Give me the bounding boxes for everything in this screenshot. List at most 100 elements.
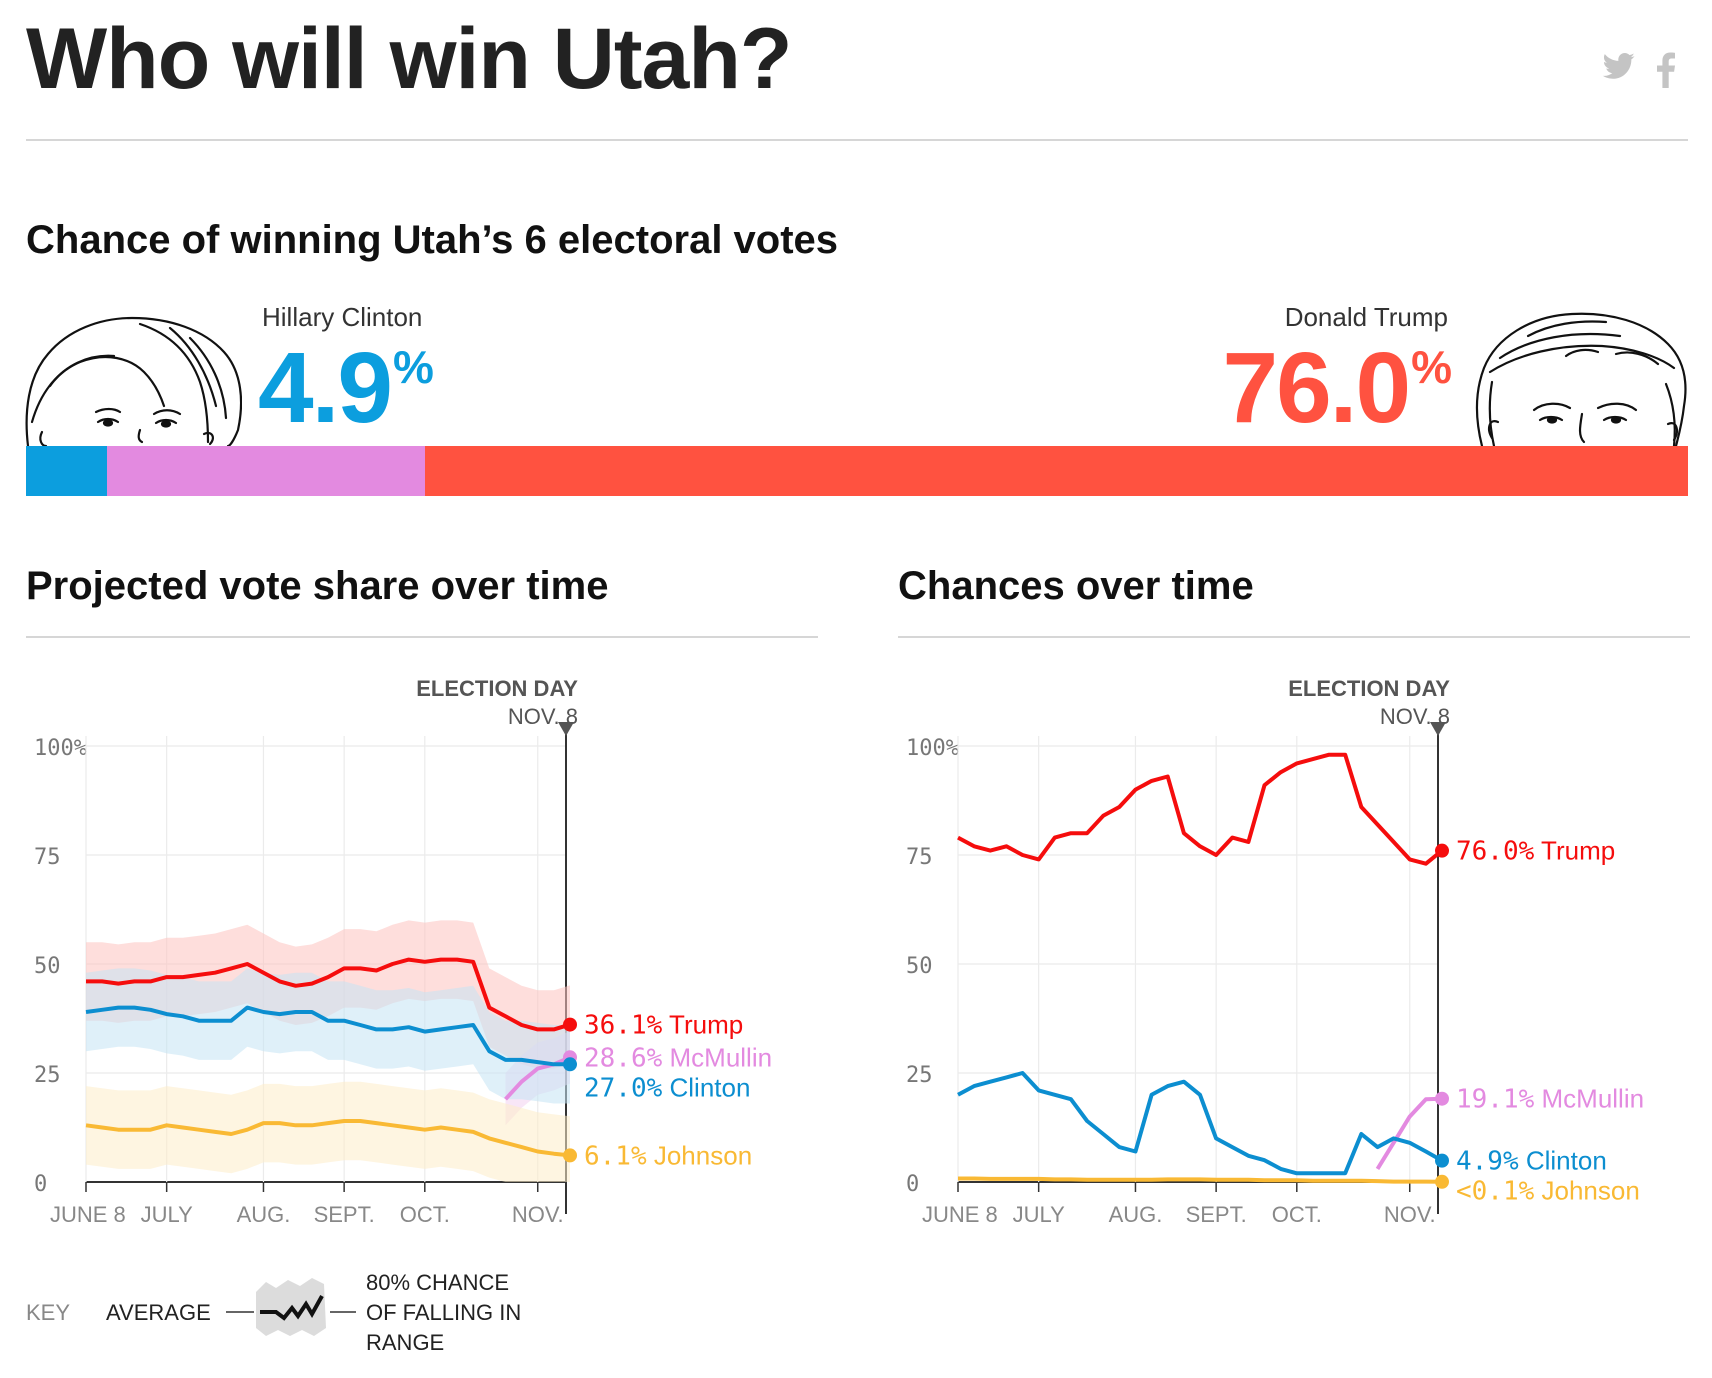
x-tick-label: SEPT. <box>1186 1202 1247 1227</box>
end-label-value: 6.1% <box>584 1141 647 1171</box>
key-range-line-3: RANGE <box>366 1330 445 1355</box>
line-clinton <box>85 1005 570 1067</box>
key-range-line-1: 80% CHANCE <box>366 1270 510 1295</box>
chance-bar <box>26 446 1688 496</box>
election-day-label: ELECTION DAY <box>1288 676 1450 701</box>
end-label-value: 36.1% <box>584 1011 663 1041</box>
end-dot-trump <box>563 1017 577 1032</box>
x-tick-label: JULY <box>1013 1202 1065 1227</box>
end-label-name: Trump <box>662 1010 743 1040</box>
end-label-clinton: 4.9% Clinton <box>1456 1146 1607 1177</box>
x-tick-label: JUNE 8 <box>922 1202 998 1227</box>
line-clinton <box>957 1071 1443 1176</box>
end-label-name: Johnson <box>647 1140 753 1170</box>
end-label-name: Clinton <box>662 1072 750 1102</box>
x-tick-label: JUNE 8 <box>50 1202 126 1227</box>
chance-title: Chance of winning Utah’s 6 electoral vot… <box>26 218 839 262</box>
x-tick-label: AUG. <box>237 1202 291 1227</box>
end-label-value: <0.1% <box>1456 1177 1535 1207</box>
end-label-name: Clinton <box>1519 1146 1607 1176</box>
chances-divider <box>898 636 1690 638</box>
end-label-name: Trump <box>1534 836 1615 866</box>
line-johnson <box>958 1176 1443 1184</box>
key-range-line-2: OF FALLING IN <box>366 1300 522 1325</box>
y-tick-label: 75 <box>906 845 933 870</box>
y-tick-label: 50 <box>34 954 61 979</box>
key-label: KEY <box>26 1300 71 1325</box>
chance-bar-segment-mcmullin <box>107 446 425 496</box>
facebook-icon <box>1657 52 1675 88</box>
end-label-value: 76.0% <box>1456 837 1535 867</box>
x-tick-label: AUG. <box>1109 1202 1163 1227</box>
clinton-portrait <box>25 316 242 448</box>
share-twitter-button[interactable] <box>1602 52 1636 82</box>
end-label-value: 19.1% <box>1456 1085 1535 1115</box>
end-label-value: 28.6% <box>584 1043 663 1073</box>
y-tick-label: 100% <box>906 736 959 761</box>
chance-bar-segment-clinton <box>26 446 108 496</box>
chances-title: Chances over time <box>898 564 1254 608</box>
y-tick-label: 25 <box>906 1063 933 1088</box>
line-trump <box>86 957 571 1032</box>
y-tick-label: 100% <box>34 736 87 761</box>
x-tick-label: OCT. <box>1272 1202 1322 1227</box>
end-label-name: McMullin <box>1534 1084 1644 1114</box>
clinton-name: Hillary Clinton <box>262 302 423 332</box>
end-dot-trump <box>1435 843 1449 858</box>
end-label-trump: 76.0% Trump <box>1456 836 1615 867</box>
end-label-trump: 36.1% Trump <box>584 1010 743 1041</box>
trump-name: Donald Trump <box>1284 302 1448 332</box>
line-mcmullin <box>504 1055 571 1101</box>
clinton-chance-unit: % <box>393 341 434 393</box>
election-day-arrow <box>1430 722 1446 736</box>
end-label-clinton: 27.0% Clinton <box>584 1072 750 1103</box>
election-day-date: NOV. 8 <box>1380 704 1450 729</box>
x-tick-label: NOV. <box>1384 1202 1436 1227</box>
share-facebook-button[interactable] <box>1656 52 1676 88</box>
y-tick-label: 50 <box>906 954 933 979</box>
x-tick-label: SEPT. <box>314 1202 375 1227</box>
x-tick-label: JULY <box>141 1202 193 1227</box>
y-tick-label: 0 <box>906 1172 919 1197</box>
end-label-value: 27.0% <box>584 1073 663 1103</box>
y-tick-label: 75 <box>34 845 61 870</box>
end-label-name: Johnson <box>1534 1176 1640 1206</box>
y-tick-label: 0 <box>34 1172 47 1197</box>
vote-share-divider <box>26 636 818 638</box>
trump-portrait <box>1475 312 1687 448</box>
clinton-chance: 4.9% <box>258 338 434 438</box>
election-day-date: NOV. 8 <box>508 704 578 729</box>
key-swatch <box>226 1278 356 1336</box>
end-label-value: 4.9% <box>1456 1147 1519 1177</box>
chance-bar-segment-trump <box>424 446 1688 496</box>
end-label-johnson: 6.1% Johnson <box>584 1140 752 1171</box>
y-tick-label: 25 <box>34 1063 61 1088</box>
trump-chance-value: 76.0 <box>1222 332 1411 444</box>
vote-share-chart: 100% 75 50 25 0 JUNE 8 JULY AUG. SEPT. OCT. NOV. EL… <box>26 650 866 1250</box>
vote-share-title: Projected vote share over time <box>26 564 609 608</box>
election-day-label: ELECTION DAY <box>416 676 578 701</box>
end-label-mcmullin: 28.6% McMullin <box>584 1042 772 1073</box>
end-label-name: McMullin <box>662 1042 772 1072</box>
chart-key: KEY AVERAGE 80% CHANCE OF FALLING IN RAN… <box>26 1270 586 1370</box>
chances-chart: 100% 75 50 25 0 JUNE 8 JULY AUG. SEPT. OCT. NOV. EL… <box>898 650 1712 1250</box>
band-clinton <box>86 968 570 1104</box>
header-divider <box>26 139 1688 141</box>
end-label-johnson: <0.1% Johnson <box>1456 1176 1640 1207</box>
end-label-mcmullin: 19.1% McMullin <box>1456 1084 1644 1115</box>
x-tick-label: NOV. <box>512 1202 564 1227</box>
trump-chance-unit: % <box>1411 341 1452 393</box>
line-mcmullin <box>1375 1096 1443 1170</box>
end-dot-johnson <box>563 1148 577 1163</box>
election-day-arrow <box>558 722 574 736</box>
band-johnson <box>86 1081 570 1182</box>
line-johnson <box>85 1119 571 1158</box>
end-dot-clinton <box>1435 1153 1449 1168</box>
twitter-icon <box>1602 52 1635 79</box>
trump-chance: 76.0% <box>1160 338 1452 438</box>
clinton-chance-value: 4.9 <box>258 332 393 444</box>
key-average-label: AVERAGE <box>106 1300 211 1325</box>
end-dot-clinton <box>563 1057 577 1072</box>
